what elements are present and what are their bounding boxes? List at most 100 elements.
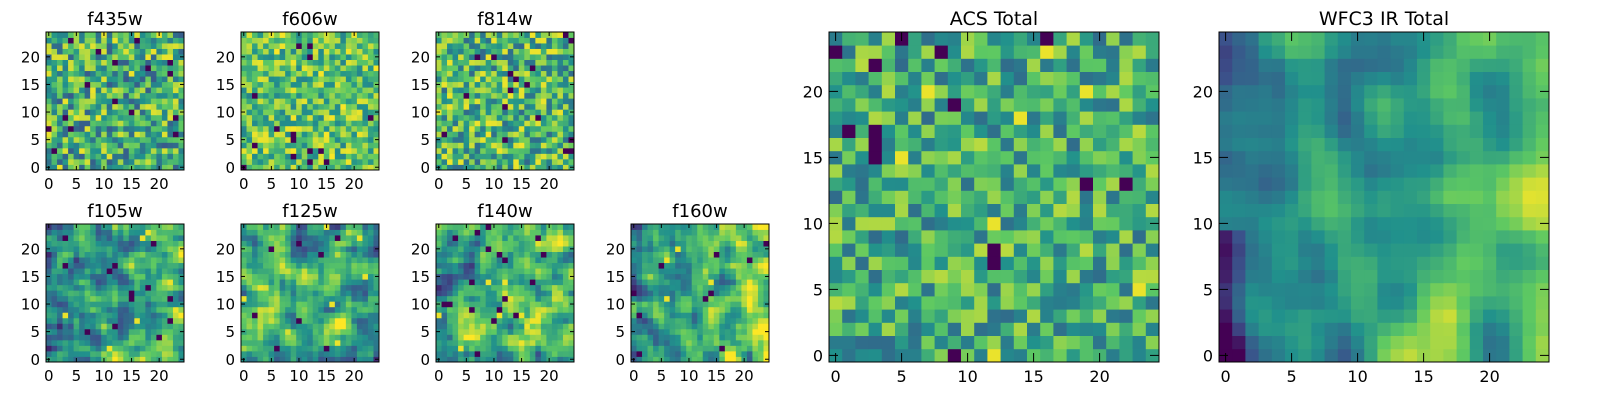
heatmap-cell [529, 158, 536, 165]
heatmap-cell [123, 120, 130, 127]
heatmap-cell [172, 59, 179, 66]
heatmap-cell [246, 65, 253, 72]
heatmap-cell [452, 257, 459, 264]
heatmap-cell [535, 262, 542, 269]
heatmap-cell [46, 284, 52, 291]
heatmap-cell [90, 81, 97, 88]
heatmap-cell [246, 246, 253, 252]
heatmap-cell [301, 142, 308, 149]
heatmap-cell [84, 334, 91, 341]
heatmap-cell [106, 323, 113, 330]
heatmap-cell [961, 309, 975, 323]
heatmap-cell [669, 268, 676, 275]
heatmap-cell [241, 131, 247, 138]
heatmap-cell [568, 125, 575, 132]
heatmap-cell [263, 235, 269, 241]
heatmap-cell [274, 32, 281, 38]
heatmap-cell [447, 76, 453, 83]
heatmap-cell [908, 150, 922, 165]
heatmap-cell [117, 70, 124, 77]
heatmap-cell [274, 59, 281, 66]
heatmap-cell [329, 246, 336, 252]
heatmap-cell [469, 229, 476, 236]
heatmap-cell [301, 65, 308, 72]
heatmap-cell [95, 153, 102, 160]
heatmap-cell [290, 147, 297, 154]
heatmap-cell [518, 306, 525, 313]
heatmap-cell [1000, 296, 1015, 310]
heatmap-cell [480, 240, 487, 247]
heatmap-cell [123, 268, 130, 275]
heatmap-cell [373, 48, 380, 55]
heatmap-cell [373, 240, 380, 247]
heatmap-cell [868, 230, 883, 244]
heatmap-cell [452, 295, 459, 302]
heatmap-cell [139, 334, 146, 341]
heatmap-cell [123, 43, 130, 49]
heatmap-cell [51, 142, 58, 149]
heatmap-cell [557, 136, 564, 143]
heatmap-cell [631, 323, 637, 330]
heatmap-cell [452, 109, 459, 116]
heatmap-cell [296, 290, 303, 297]
heatmap-cell [507, 81, 514, 88]
heatmap-cell [296, 120, 303, 127]
heatmap-cells [241, 224, 380, 363]
heatmap-cell [128, 158, 135, 165]
heatmap-cell [351, 125, 358, 132]
heatmap-cell [642, 235, 648, 241]
heatmap-cell [562, 268, 569, 275]
heatmap-cell [895, 296, 909, 310]
heatmap-cell [1093, 216, 1107, 231]
heatmap-cell [79, 164, 86, 171]
heatmap-cell [636, 229, 643, 236]
heatmap-cell [362, 334, 369, 341]
heatmap-cell [524, 284, 531, 291]
heatmap-cell [334, 54, 341, 60]
heatmap-cell [947, 216, 962, 231]
heatmap-cell [529, 98, 536, 105]
heatmap-cell [447, 273, 453, 280]
heatmap-cell [167, 131, 174, 138]
heatmap-cell [447, 224, 453, 230]
heatmap-cell [367, 76, 374, 83]
heatmap-cell [241, 229, 247, 236]
heatmap-cell [757, 246, 764, 252]
heatmap-cell [557, 114, 564, 121]
heatmap-cell [447, 301, 453, 308]
heatmap-cell [51, 350, 58, 357]
heatmap-cell [145, 312, 152, 319]
heatmap-cell [686, 345, 693, 352]
heatmap-cell [257, 43, 264, 49]
heatmap-cell [485, 240, 492, 247]
heatmap-cell [351, 257, 358, 264]
heatmap-cell [46, 251, 52, 258]
heatmap-cell [263, 306, 269, 313]
heatmap-cell [653, 356, 659, 363]
heatmap-cell [128, 350, 135, 357]
heatmap-cell [178, 235, 185, 241]
heatmap-cell [568, 142, 575, 149]
heatmap-cell [351, 153, 358, 160]
y-tick-label: 10 [21, 296, 40, 314]
heatmap-cell [724, 273, 731, 280]
heatmap-cell [735, 345, 742, 352]
heatmap-cell [101, 268, 108, 275]
heatmap-cell [150, 54, 157, 60]
heatmap-cell [345, 142, 352, 149]
heatmap-cell [123, 142, 130, 149]
heatmap-cell [84, 136, 91, 143]
heatmap-cell [447, 48, 453, 55]
heatmap-cell [106, 131, 113, 138]
heatmap-cell [496, 70, 503, 77]
heatmap-cell [112, 43, 119, 49]
heatmap-cell [263, 125, 269, 132]
heatmap-cell [458, 279, 464, 286]
heatmap-cell [323, 131, 330, 138]
heatmap-cell [246, 356, 253, 363]
heatmap-cell [84, 158, 91, 165]
heatmap-cell [686, 273, 693, 280]
heatmap-cell [323, 251, 330, 258]
heatmap-cell [95, 43, 102, 49]
heatmap-cell [469, 153, 476, 160]
